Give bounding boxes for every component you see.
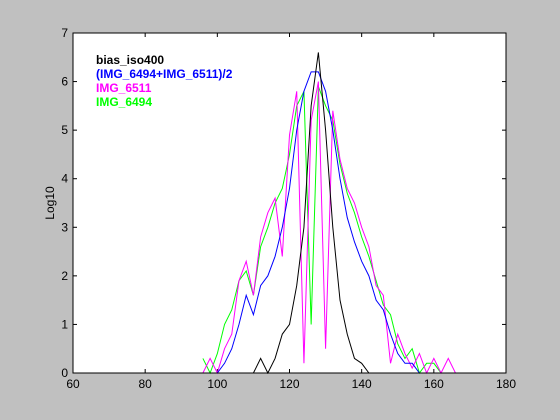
y-tick-label: 0 xyxy=(61,366,68,380)
x-tick-label: 120 xyxy=(279,377,299,391)
y-tick-label: 1 xyxy=(61,317,68,331)
y-tick-label: 3 xyxy=(61,220,68,234)
legend-entry: (IMG_6494+IMG_6511)/2 xyxy=(96,67,233,81)
x-tick-label: 60 xyxy=(66,377,80,391)
x-tick-label: 140 xyxy=(352,377,372,391)
y-tick-label: 4 xyxy=(61,172,68,186)
y-tick-label: 5 xyxy=(61,123,68,137)
y-tick-label: 6 xyxy=(61,75,68,89)
x-tick-label: 80 xyxy=(138,377,152,391)
legend-entry: bias_iso400 xyxy=(96,53,164,67)
x-tick-label: 100 xyxy=(207,377,227,391)
legend-entry: IMG_6511 xyxy=(96,81,152,95)
y-tick-label: 2 xyxy=(61,269,68,283)
axes-box xyxy=(72,32,507,374)
y-axis-label: Log10 xyxy=(43,186,57,220)
x-tick-label: 160 xyxy=(424,377,444,391)
x-tick-label: 180 xyxy=(496,377,516,391)
y-tick-label: 7 xyxy=(61,26,68,40)
series-line xyxy=(216,71,420,374)
legend-entry: IMG_6494 xyxy=(96,95,152,109)
plot-area xyxy=(73,33,506,373)
